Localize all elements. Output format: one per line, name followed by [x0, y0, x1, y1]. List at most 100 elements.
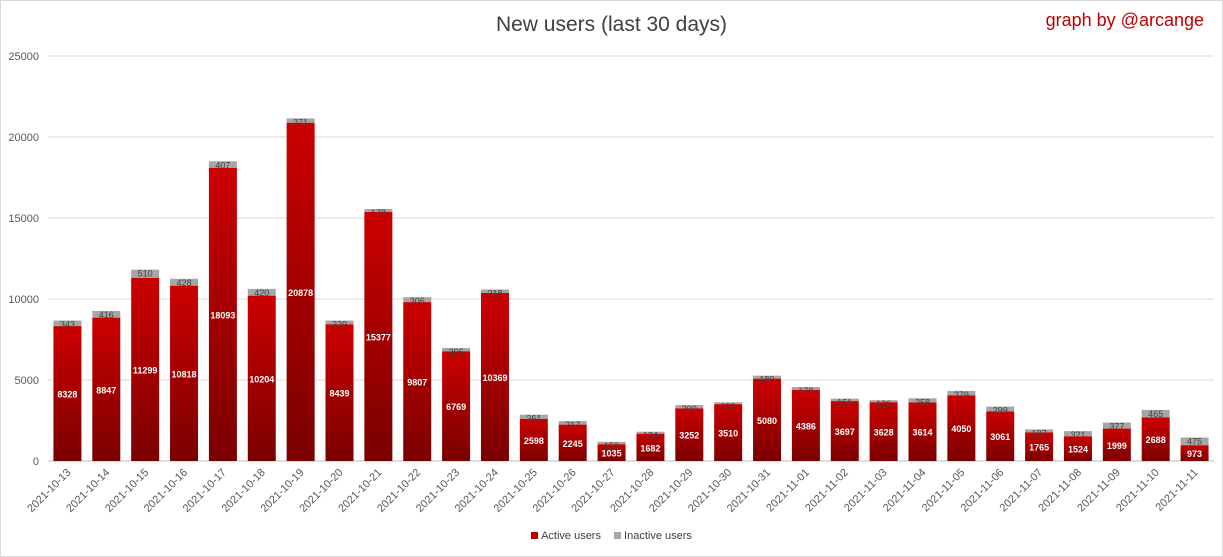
bar-inactive [1180, 437, 1209, 446]
data-label-active: 10204 [249, 374, 274, 384]
data-label-inactive: 189 [760, 375, 775, 385]
data-label-inactive: 343 [60, 320, 75, 330]
credit-label: graph by @arcange [1045, 10, 1204, 30]
bar-active [753, 378, 782, 461]
bar-active [480, 293, 509, 461]
bar-active [131, 277, 160, 461]
data-label-inactive: 150 [604, 441, 619, 451]
data-label-inactive: 126 [876, 399, 891, 409]
data-label-active: 2245 [563, 439, 583, 449]
bar-inactive [442, 348, 471, 352]
bar-inactive [675, 405, 704, 409]
data-label-active: 6769 [446, 402, 466, 412]
bar-active [519, 418, 548, 461]
data-label-inactive: 200 [682, 404, 697, 414]
data-label-active: 1765 [1029, 443, 1049, 453]
bar-active [714, 404, 743, 461]
data-label-inactive: 218 [487, 288, 502, 298]
bar-active [442, 351, 471, 461]
data-label-active: 1524 [1068, 445, 1088, 455]
chart-title: New users (last 30 days) [495, 13, 728, 36]
data-label-inactive: 428 [177, 278, 192, 288]
data-label-active: 20878 [288, 288, 313, 298]
bar-inactive [131, 269, 160, 278]
data-label-inactive: 299 [993, 406, 1008, 416]
bar-inactive [247, 288, 276, 296]
y-tick-label: 5000 [15, 375, 39, 387]
data-label-active: 10818 [172, 369, 197, 379]
bar-inactive [908, 398, 937, 403]
bar-inactive [364, 209, 393, 212]
bar-active [208, 167, 237, 461]
data-label-active: 1999 [1107, 441, 1127, 451]
bar-active [830, 401, 859, 461]
data-label-active: 3614 [912, 428, 932, 438]
y-tick-label: 20000 [8, 132, 39, 144]
legend-label-inactive: Inactive users [624, 530, 692, 542]
y-tick-label: 0 [33, 456, 39, 468]
bar-active [597, 444, 626, 461]
data-label-inactive: 178 [371, 208, 386, 218]
bar-inactive [947, 390, 976, 396]
data-label-inactive: 178 [798, 386, 813, 396]
bar-inactive [1141, 409, 1170, 418]
bar-inactive [480, 289, 509, 294]
legend-swatch-inactive [614, 532, 622, 539]
bar-active [1063, 436, 1092, 461]
data-label-inactive: 116 [721, 401, 735, 411]
bar-inactive [286, 118, 315, 123]
bar-inactive [92, 310, 121, 318]
bar-active [869, 402, 898, 461]
data-label-inactive: 475 [1187, 437, 1202, 447]
bar-active [1102, 428, 1131, 461]
data-label-inactive: 217 [565, 420, 580, 430]
data-label-inactive: 377 [1109, 422, 1124, 432]
bar-inactive [869, 400, 898, 403]
data-label-active: 1682 [640, 443, 660, 453]
data-label-inactive: 258 [915, 397, 930, 407]
bar-active [947, 395, 976, 461]
bar-inactive [170, 278, 199, 286]
bar-inactive [208, 161, 237, 168]
data-label-active: 10369 [482, 373, 507, 383]
data-label-active: 15377 [366, 332, 391, 342]
data-label-inactive: 271 [293, 117, 308, 127]
data-label-inactive: 407 [215, 160, 230, 170]
bar-inactive [403, 297, 432, 303]
bar-inactive [986, 406, 1015, 412]
legend-swatch-active [531, 532, 539, 539]
bar-inactive [53, 320, 82, 327]
bar-inactive [519, 414, 548, 419]
data-label-inactive: 124 [643, 431, 658, 441]
bar-active [986, 411, 1015, 461]
bar-active [1141, 417, 1170, 461]
bar-active [170, 285, 199, 461]
data-label-active: 3697 [835, 427, 855, 437]
bar-inactive [714, 402, 743, 405]
data-label-inactive: 187 [1032, 428, 1047, 438]
bar-inactive [791, 387, 820, 390]
data-label-active: 4386 [796, 421, 816, 431]
bar-active [364, 211, 393, 461]
legend-label-active: Active users [541, 530, 601, 542]
bar-active [675, 408, 704, 461]
y-tick-label: 25000 [8, 51, 39, 63]
data-label-active: 4050 [951, 424, 971, 434]
data-label-inactive: 279 [954, 390, 969, 400]
bar-active [53, 326, 82, 461]
legend-item-active: Active users [531, 530, 601, 542]
data-label-active: 8847 [96, 385, 116, 395]
bar-active [247, 295, 276, 461]
bar-inactive [558, 421, 587, 425]
bar-active [286, 122, 315, 461]
data-label-active: 2598 [524, 436, 544, 446]
data-label-inactive: 465 [1148, 409, 1163, 419]
y-tick-label: 15000 [8, 213, 39, 225]
bar-inactive [1025, 429, 1054, 433]
bar-inactive [1102, 422, 1131, 429]
bar-active [908, 402, 937, 461]
bar-active [791, 389, 820, 461]
data-label-inactive: 416 [99, 310, 114, 320]
